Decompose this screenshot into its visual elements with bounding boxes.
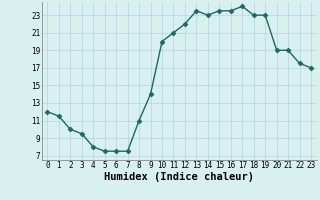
X-axis label: Humidex (Indice chaleur): Humidex (Indice chaleur)	[104, 172, 254, 182]
